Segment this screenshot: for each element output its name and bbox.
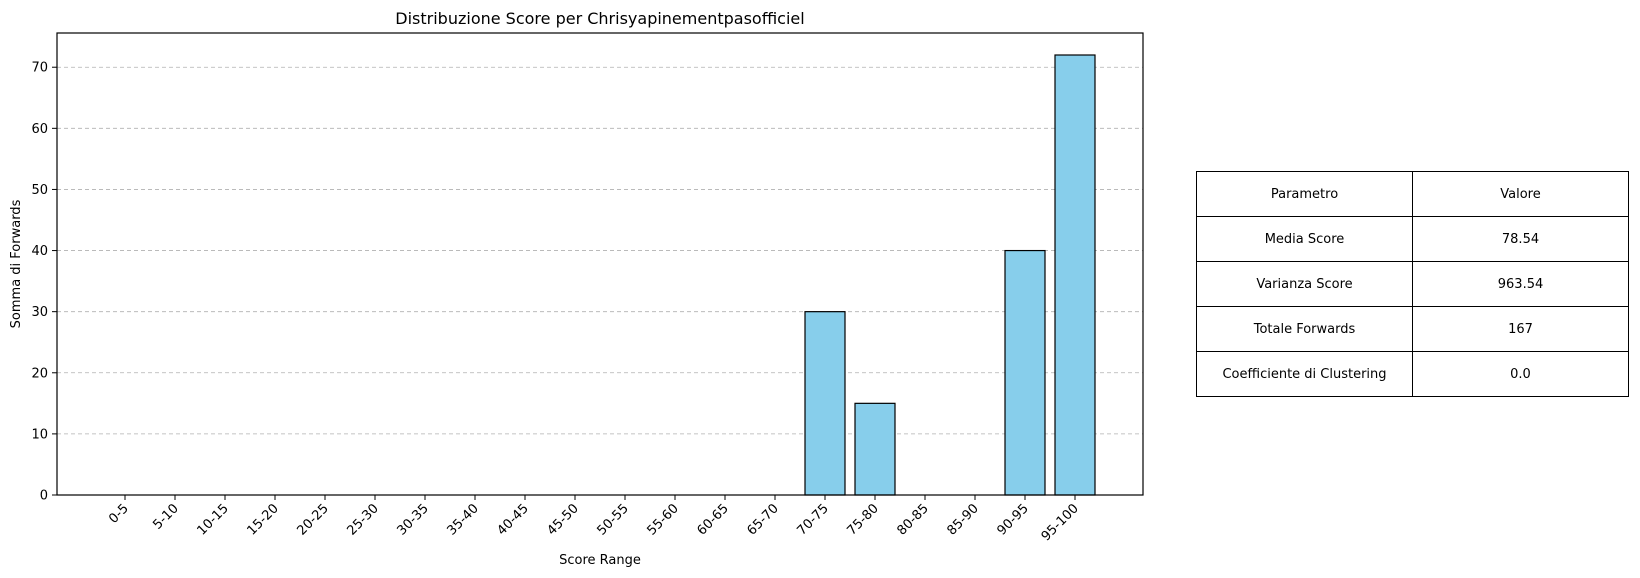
y-tick-label: 60: [31, 122, 48, 137]
x-tick-label: 0-5: [106, 501, 132, 527]
x-tick-label: 55-60: [645, 501, 682, 538]
table-cell-parameter: Totale Forwards: [1196, 306, 1413, 352]
y-tick-label: 50: [31, 183, 48, 198]
x-tick-label: 65-70: [745, 501, 782, 538]
table-row: Totale Forwards 167: [1196, 306, 1629, 352]
table-cell-value: Valore: [1412, 171, 1629, 217]
x-tick-label: 70-75: [795, 501, 832, 538]
table-row: Varianza Score 963.54: [1196, 261, 1629, 307]
y-tick-label: 10: [31, 427, 48, 442]
x-tick-label: 10-15: [195, 501, 232, 538]
chart-title: Distribuzione Score per Chrisyapinementp…: [395, 9, 804, 28]
y-tick-label: 40: [31, 244, 48, 259]
bar-chart: 0 10 20 30 40 50 60 70 0-5 5-10 10-15 15-20 20-25 25-…: [9, 9, 1144, 568]
bar-75-80: [854, 402, 896, 496]
axes-layer: 0 10 20 30 40 50 60 70 0-5 5-10 10-15 15-20 20-25 25-…: [31, 32, 1144, 544]
x-tick-label: 25-30: [345, 501, 382, 538]
bar-90-95: [1004, 249, 1046, 496]
x-tick-label: 20-25: [295, 501, 332, 538]
plot-frame: [56, 32, 1144, 496]
x-tick-label: 60-65: [695, 501, 732, 538]
y-tick-label: 70: [31, 61, 48, 76]
table-cell-parameter: Coefficiente di Clustering: [1196, 351, 1413, 397]
x-tick-label: 75-80: [845, 501, 882, 538]
x-tick-label: 30-35: [395, 501, 432, 538]
bar-70-75: [804, 311, 846, 496]
table-row: Coefficiente di Clustering 0.0: [1196, 351, 1629, 397]
x-tick-label: 95-100: [1039, 501, 1082, 544]
y-axis-title: Somma di Forwards: [9, 199, 24, 328]
x-tick-label: 85-90: [945, 501, 982, 538]
stats-table: Parametro Valore Media Score 78.54 Varianza …: [1196, 171, 1629, 397]
y-tick-label: 0: [40, 489, 48, 504]
bar-95-100: [1054, 54, 1096, 496]
x-tick-label: 35-40: [445, 501, 482, 538]
table-cell-value: 167: [1412, 306, 1629, 352]
bars-layer: [804, 54, 1096, 496]
x-axis-title: Score Range: [559, 553, 641, 568]
table-cell-parameter: Varianza Score: [1196, 261, 1413, 307]
x-tick-label: 45-50: [545, 501, 582, 538]
x-tick-label: 40-45: [495, 501, 532, 538]
table-cell-parameter: Media Score: [1196, 216, 1413, 262]
table-cell-value: 0.0: [1412, 351, 1629, 397]
x-tick-label: 80-85: [895, 501, 932, 538]
x-tick-label: 90-95: [995, 501, 1032, 538]
x-tick-label: 5-10: [150, 501, 181, 532]
y-tick-label: 20: [31, 366, 48, 381]
x-tick-label: 15-20: [245, 501, 282, 538]
y-tick-label: 30: [31, 305, 48, 320]
table-row: Media Score 78.54: [1196, 216, 1629, 262]
table-cell-value: 78.54: [1412, 216, 1629, 262]
table-cell-parameter: Parametro: [1196, 171, 1413, 217]
grid-layer: [57, 66, 1143, 435]
table-header-row: Parametro Valore: [1196, 171, 1629, 217]
x-tick-label: 50-55: [595, 501, 632, 538]
table-cell-value: 963.54: [1412, 261, 1629, 307]
